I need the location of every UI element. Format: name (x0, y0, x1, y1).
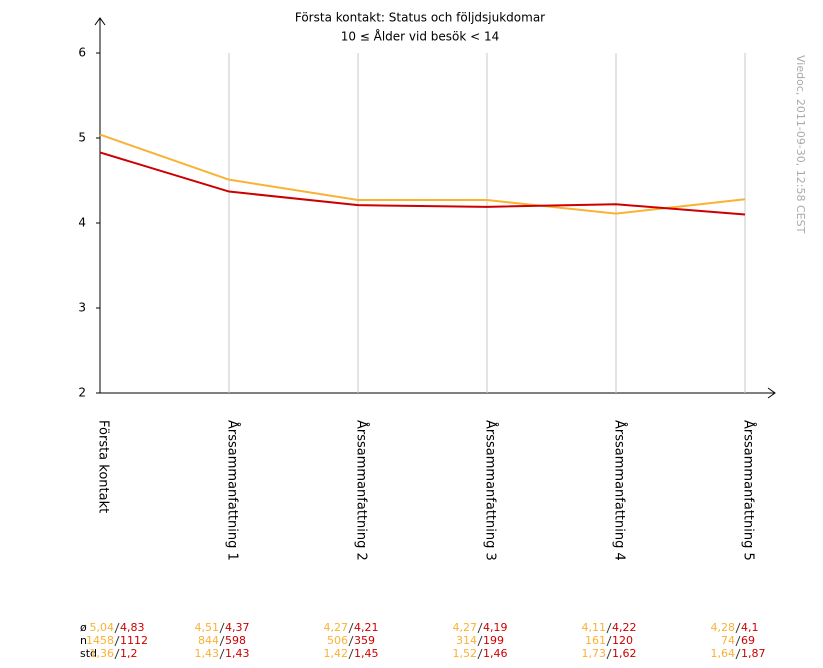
series-line (99, 151, 746, 216)
stat-value: 4,19 (483, 621, 508, 634)
stat-value: 1,64 (711, 647, 736, 660)
stat-separator (477, 635, 483, 647)
stat-separator (477, 622, 483, 634)
series-line (99, 133, 746, 215)
stat-value: 598 (225, 634, 246, 647)
stat-value: 74 (721, 634, 735, 647)
stat-value: 4,28 (711, 621, 736, 634)
stat-value: 4,83 (120, 621, 145, 634)
stat-label: std (80, 647, 97, 660)
x-tick-label: Årssammanfattning 3 (483, 420, 499, 561)
x-tick-label: Första kontakt (96, 420, 111, 513)
stat-value: 1,73 (582, 647, 607, 660)
stat-value: 4,37 (225, 621, 250, 634)
stat-value: 4,27 (324, 621, 349, 634)
stat-separator (606, 648, 612, 660)
stat-value: 1,43 (195, 647, 220, 660)
y-tick-label: 2 (78, 386, 86, 400)
stat-separator (735, 648, 741, 660)
stat-value: 1112 (120, 634, 148, 647)
y-tick-label: 5 (78, 131, 86, 145)
stat-value: 1458 (86, 634, 114, 647)
stat-value: 4,22 (612, 621, 637, 634)
stat-label: ø (80, 621, 87, 634)
chart-subtitle: 10 ≤ Ålder vid besök < 14 (341, 29, 500, 44)
timestamp-note: Viedoc, 2011-09-30, 12:58 CEST (794, 55, 807, 234)
x-tick-label: Årssammanfattning 2 (354, 420, 370, 561)
stat-value: 161 (585, 634, 606, 647)
stat-value: 1,62 (612, 647, 637, 660)
stat-separator (114, 622, 120, 634)
stat-value: 4,1 (741, 621, 759, 634)
stat-value: 199 (483, 634, 504, 647)
stat-value: 314 (456, 634, 477, 647)
x-tick-label: Årssammanfattning 5 (741, 420, 757, 561)
stat-separator (606, 635, 612, 647)
stat-separator (606, 622, 612, 634)
stat-value: 1,43 (225, 647, 250, 660)
stat-separator (735, 622, 741, 634)
stat-separator (348, 648, 354, 660)
chart-title: Första kontakt: Status och följdsjukdoma… (295, 11, 545, 25)
y-tick-label: 4 (78, 216, 86, 230)
stat-value: 1,45 (354, 647, 379, 660)
stat-value: 506 (327, 634, 348, 647)
y-tick-label: 3 (78, 301, 86, 315)
x-tick-label: Årssammanfattning 1 (225, 420, 241, 561)
stat-value: 1,52 (453, 647, 478, 660)
stat-value: 5,04 (90, 621, 115, 634)
stat-value: 120 (612, 634, 633, 647)
stat-separator (735, 635, 741, 647)
stat-value: 359 (354, 634, 375, 647)
x-tick-label: Årssammanfattning 4 (612, 420, 628, 561)
stat-separator (114, 635, 120, 647)
stat-separator (219, 648, 225, 660)
stat-value: 1,87 (741, 647, 766, 660)
stat-value: 1,36 (90, 647, 115, 660)
stat-value: 1,46 (483, 647, 508, 660)
x-axis-arrow (767, 387, 776, 399)
stat-separator (477, 648, 483, 660)
stat-value: 4,27 (453, 621, 478, 634)
y-tick-label: 6 (78, 46, 86, 60)
stat-separator (219, 622, 225, 634)
stat-value: 4,21 (354, 621, 379, 634)
stat-separator (348, 622, 354, 634)
stat-separator (348, 635, 354, 647)
stat-separator (114, 648, 120, 660)
y-axis-arrow (94, 17, 106, 26)
stat-value: 1,2 (120, 647, 138, 660)
stat-value: 1,42 (324, 647, 349, 660)
stat-value: 4,11 (582, 621, 607, 634)
stat-value: 844 (198, 634, 219, 647)
stat-separator (219, 635, 225, 647)
stat-value: 69 (741, 634, 755, 647)
stat-label: n (80, 634, 87, 647)
stat-value: 4,51 (195, 621, 220, 634)
